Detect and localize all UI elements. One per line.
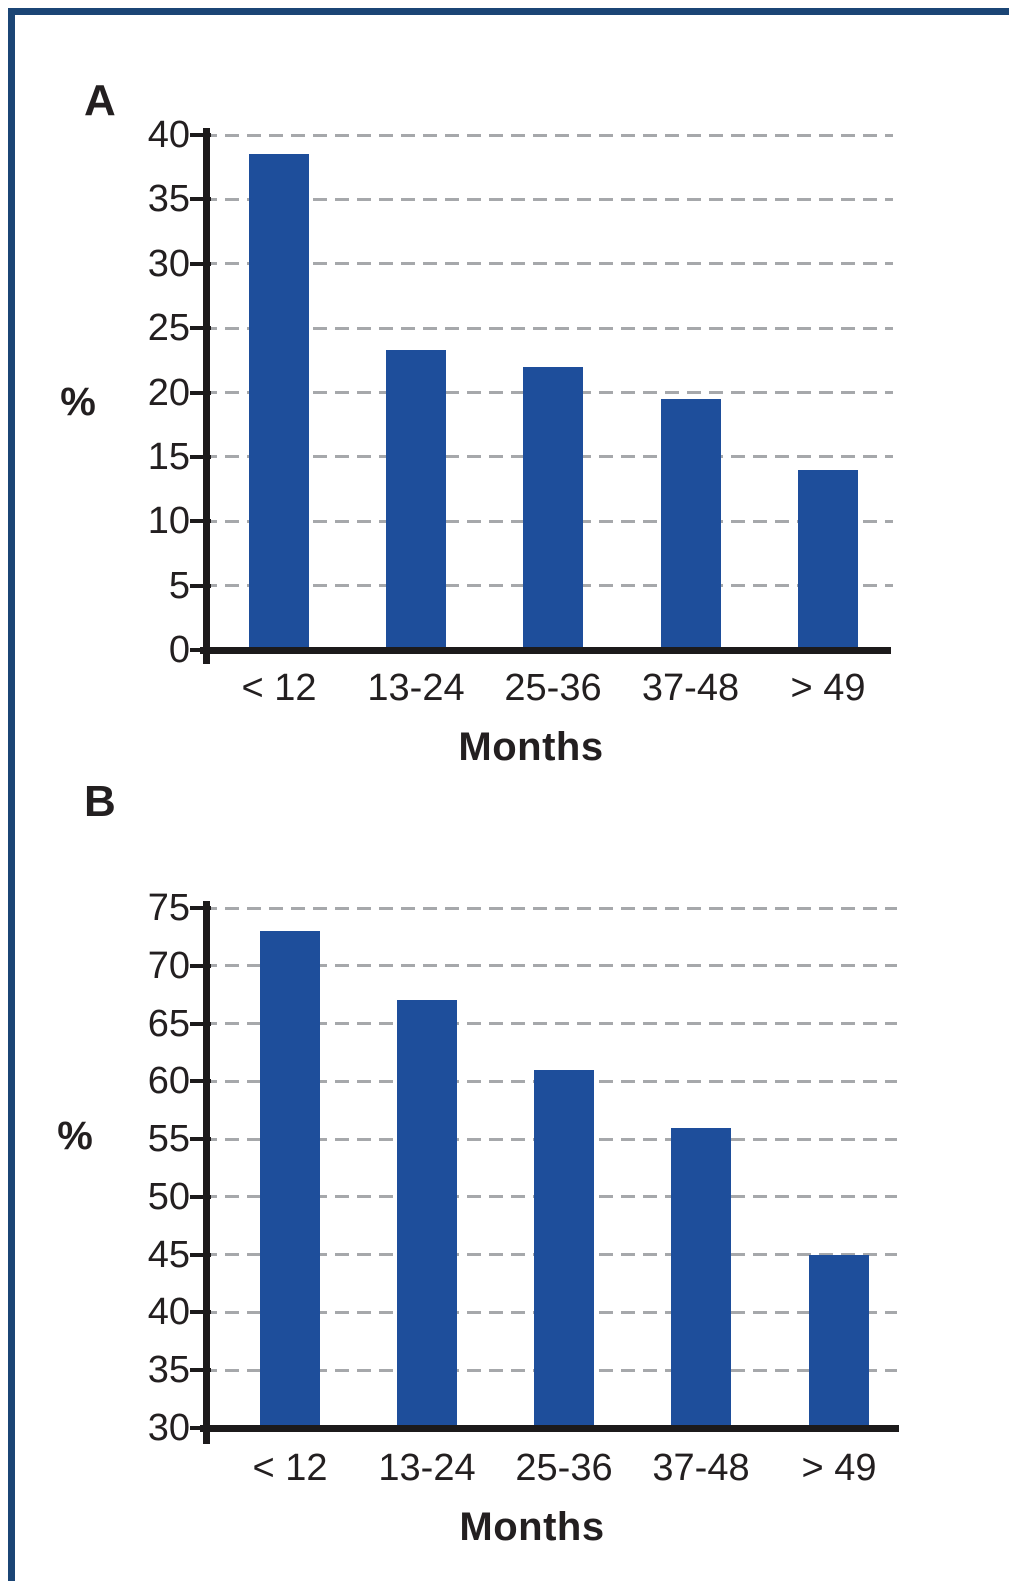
y-tick-40: [190, 133, 211, 137]
y-tick-60: [190, 1079, 211, 1084]
x-tick-label-4: > 49: [801, 1447, 877, 1489]
bar-2: [534, 1069, 594, 1431]
figure-frame-left-border: [8, 8, 15, 1581]
y-axis-line: [203, 901, 210, 1444]
y-tick-label-75: 75: [147, 887, 190, 929]
bar-3: [660, 398, 721, 653]
bar-1: [397, 1000, 457, 1431]
y-tick-label-0: 0: [168, 629, 190, 671]
gridline-35: [203, 197, 893, 201]
y-axis-title-b: %: [57, 1114, 93, 1158]
y-tick-45: [190, 1252, 211, 1257]
y-tick-label-5: 5: [168, 564, 190, 607]
y-tick-label-35: 35: [147, 1349, 190, 1392]
x-tick-label-3: 37-48: [641, 667, 740, 709]
y-tick-label-15: 15: [147, 435, 190, 478]
x-axis-title-b: Months: [459, 1505, 605, 1549]
bar-4: [809, 1254, 869, 1431]
y-tick-label-40: 40: [147, 1291, 190, 1334]
y-tick-70: [190, 963, 211, 968]
x-axis-title-a: Months: [458, 725, 604, 769]
x-tick-label-2: 25-36: [504, 667, 602, 709]
x-tick-label-1: 13-24: [367, 667, 465, 709]
bar-1: [386, 350, 446, 653]
y-tick-15: [190, 454, 211, 459]
y-tick-label-60: 60: [147, 1060, 190, 1103]
x-tick-label-2: 25-36: [515, 1447, 613, 1489]
x-tick-label-3: 37-48: [652, 1447, 750, 1489]
y-tick-35: [190, 197, 211, 202]
panel-label-b: B: [84, 777, 116, 826]
y-tick-25: [190, 326, 211, 331]
x-tick-label-0: < 12: [241, 667, 317, 709]
y-tick-label-45: 45: [147, 1233, 190, 1276]
bar-4: [798, 469, 858, 653]
y-axis-title-a: %: [60, 380, 96, 424]
x-axis-line: [200, 1424, 899, 1432]
gridline-40: [203, 133, 893, 137]
y-axis-line: [203, 128, 210, 664]
figure-frame-top-border: [8, 8, 1009, 15]
y-tick-label-70: 70: [147, 944, 190, 987]
panel-label-a: A: [84, 76, 116, 125]
bar-2: [523, 366, 583, 653]
y-tick-35: [190, 1368, 211, 1373]
y-tick-65: [190, 1021, 211, 1026]
gridline-70: [203, 964, 897, 968]
y-tick-label-50: 50: [147, 1175, 190, 1218]
y-tick-label-30: 30: [147, 242, 190, 285]
y-tick-label-55: 55: [147, 1118, 190, 1161]
y-tick-5: [190, 583, 211, 588]
y-tick-label-25: 25: [147, 307, 190, 350]
y-tick-label-65: 65: [147, 1002, 190, 1045]
y-tick-55: [190, 1137, 211, 1142]
gridline-30: [203, 262, 893, 266]
x-tick-label-1: 13-24: [378, 1447, 476, 1489]
y-tick-label-20: 20: [147, 371, 190, 414]
bar-3: [671, 1127, 731, 1431]
y-tick-30: [190, 261, 211, 266]
gridline-75: [203, 906, 897, 910]
x-tick-label-4: > 49: [790, 667, 866, 709]
y-tick-label-30: 30: [147, 1407, 190, 1449]
bar-0: [260, 931, 320, 1431]
gridline-65: [203, 1022, 897, 1026]
bar-0: [249, 154, 309, 653]
x-axis-line: [200, 646, 891, 654]
gridline-25: [203, 326, 893, 330]
y-tick-20: [190, 390, 211, 395]
x-tick-label-0: < 12: [252, 1447, 328, 1489]
y-tick-label-40: 40: [147, 114, 190, 156]
y-tick-75: [190, 906, 211, 910]
y-tick-label-10: 10: [147, 500, 190, 543]
y-tick-50: [190, 1194, 211, 1199]
y-tick-40: [190, 1310, 211, 1315]
y-tick-10: [190, 519, 211, 524]
y-tick-label-35: 35: [147, 178, 190, 221]
